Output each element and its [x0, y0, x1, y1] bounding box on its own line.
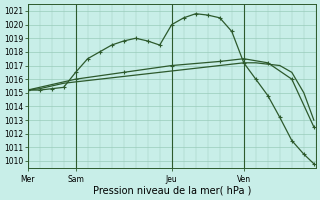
- X-axis label: Pression niveau de la mer( hPa ): Pression niveau de la mer( hPa ): [92, 186, 251, 196]
